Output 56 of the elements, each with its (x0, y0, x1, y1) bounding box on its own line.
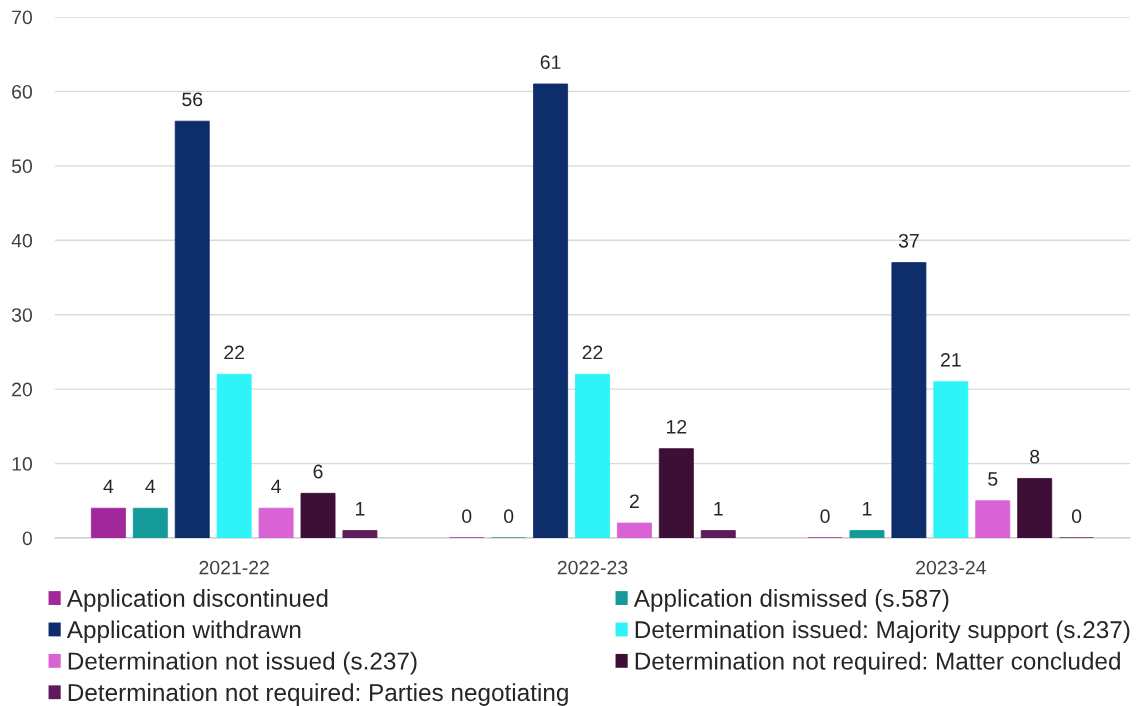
data-label: 0 (504, 509, 514, 524)
data-label: 21 (941, 352, 961, 367)
bar (575, 373, 610, 538)
bar (658, 448, 694, 538)
legend-label: Determination not required: Matter concluded (635, 651, 1120, 675)
y-tick-label: 50 (11, 159, 33, 174)
bar (132, 507, 168, 538)
data-label: 2 (630, 494, 639, 508)
bar (300, 492, 336, 538)
y-tick-label: 70 (12, 10, 33, 25)
data-label: 1 (714, 502, 723, 516)
x-tick-label: 2021-22 (199, 560, 269, 575)
legend-label: Application dismissed (s.587) (633, 589, 949, 612)
data-label: 12 (667, 419, 687, 434)
data-label: 0 (462, 509, 472, 524)
x-tick-label: 2023-24 (916, 560, 986, 575)
y-tick-label: 60 (12, 84, 33, 99)
legend-label: Application withdrawn (66, 620, 301, 644)
bar (1017, 478, 1053, 538)
data-label: 22 (224, 345, 245, 360)
y-tick-label: 0 (22, 531, 33, 546)
bar (342, 530, 378, 538)
legend-label: Determination not required: Parties negotiating (68, 683, 568, 706)
data-label: 6 (313, 464, 323, 479)
data-label: 37 (898, 233, 919, 248)
bar (174, 120, 210, 538)
bar (533, 83, 569, 538)
x-tick-label: 2022-23 (557, 560, 628, 575)
bar (616, 522, 652, 538)
bar (849, 530, 885, 538)
bar (700, 530, 736, 538)
bar (933, 381, 969, 538)
legend-label: Determination issued: Majority support (s.237) (635, 620, 1130, 644)
y-tick-label: 20 (12, 382, 33, 397)
data-label: 0 (1071, 509, 1082, 524)
data-label: 22 (582, 345, 603, 360)
data-label: 5 (988, 472, 998, 486)
legend-label: Determination not issued (s.237) (68, 651, 417, 675)
legend-label: Application discontinued (66, 589, 328, 612)
y-tick-label: 10 (12, 457, 33, 471)
data-label: 4 (103, 479, 114, 494)
y-tick-label: 30 (11, 308, 33, 322)
bar (258, 507, 294, 538)
y-tick-label: 40 (11, 233, 33, 248)
bar (216, 373, 252, 538)
data-label: 61 (540, 55, 561, 70)
data-label: 0 (820, 509, 830, 524)
bar (975, 500, 1011, 538)
bar (90, 507, 126, 538)
data-label: 4 (145, 479, 156, 494)
bar (891, 262, 927, 538)
data-label: 1 (863, 502, 872, 516)
data-label: 4 (271, 479, 281, 494)
data-label: 56 (182, 92, 203, 107)
data-label: 1 (356, 502, 365, 516)
data-label: 8 (1030, 449, 1040, 464)
